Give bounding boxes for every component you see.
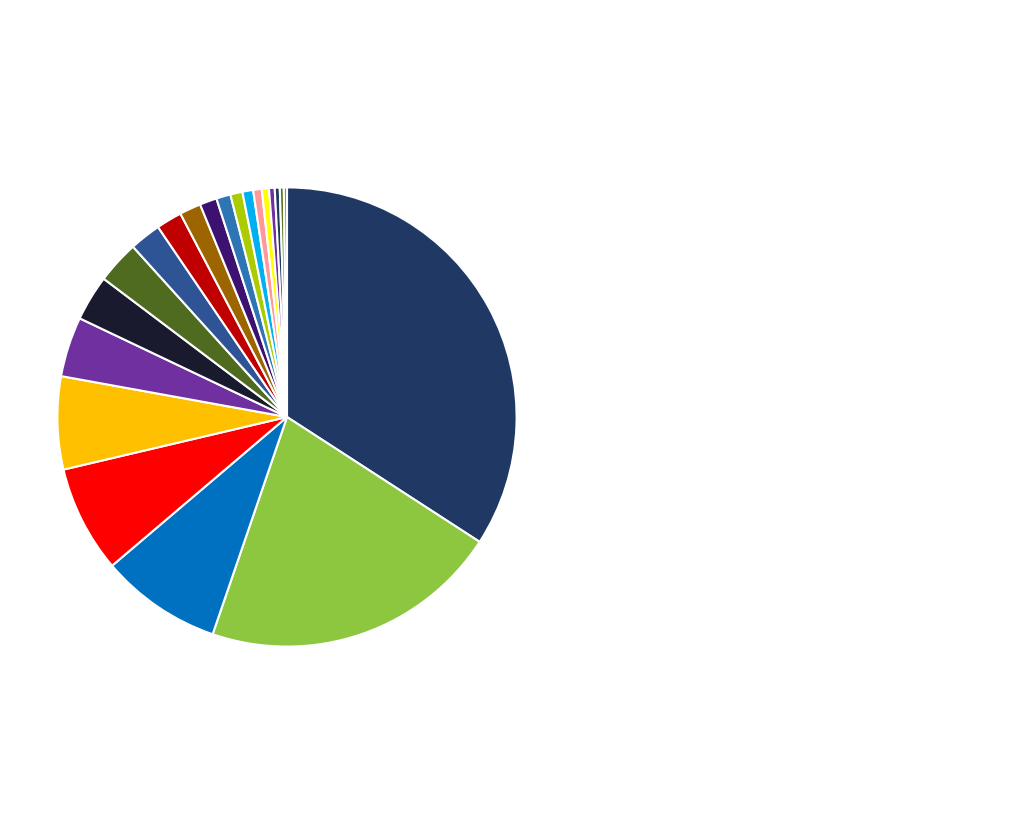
Wedge shape (253, 188, 287, 417)
Wedge shape (231, 192, 287, 417)
Wedge shape (261, 188, 287, 417)
Wedge shape (269, 188, 287, 417)
Wedge shape (200, 198, 287, 417)
Wedge shape (158, 214, 287, 417)
Wedge shape (104, 247, 287, 417)
Wedge shape (216, 194, 287, 417)
Wedge shape (280, 188, 287, 417)
Wedge shape (284, 188, 287, 417)
Wedge shape (180, 204, 287, 417)
Legend: Web information public access, Fund specific information sheet(s), Flyers & othe: Web information public access, Fund spec… (593, 175, 918, 659)
Wedge shape (275, 188, 287, 417)
Wedge shape (64, 417, 287, 565)
Wedge shape (133, 227, 287, 417)
Wedge shape (80, 279, 287, 417)
Wedge shape (242, 190, 287, 417)
Wedge shape (112, 417, 287, 634)
Wedge shape (287, 188, 517, 542)
Wedge shape (57, 376, 287, 470)
Wedge shape (212, 417, 480, 646)
Wedge shape (62, 319, 287, 417)
